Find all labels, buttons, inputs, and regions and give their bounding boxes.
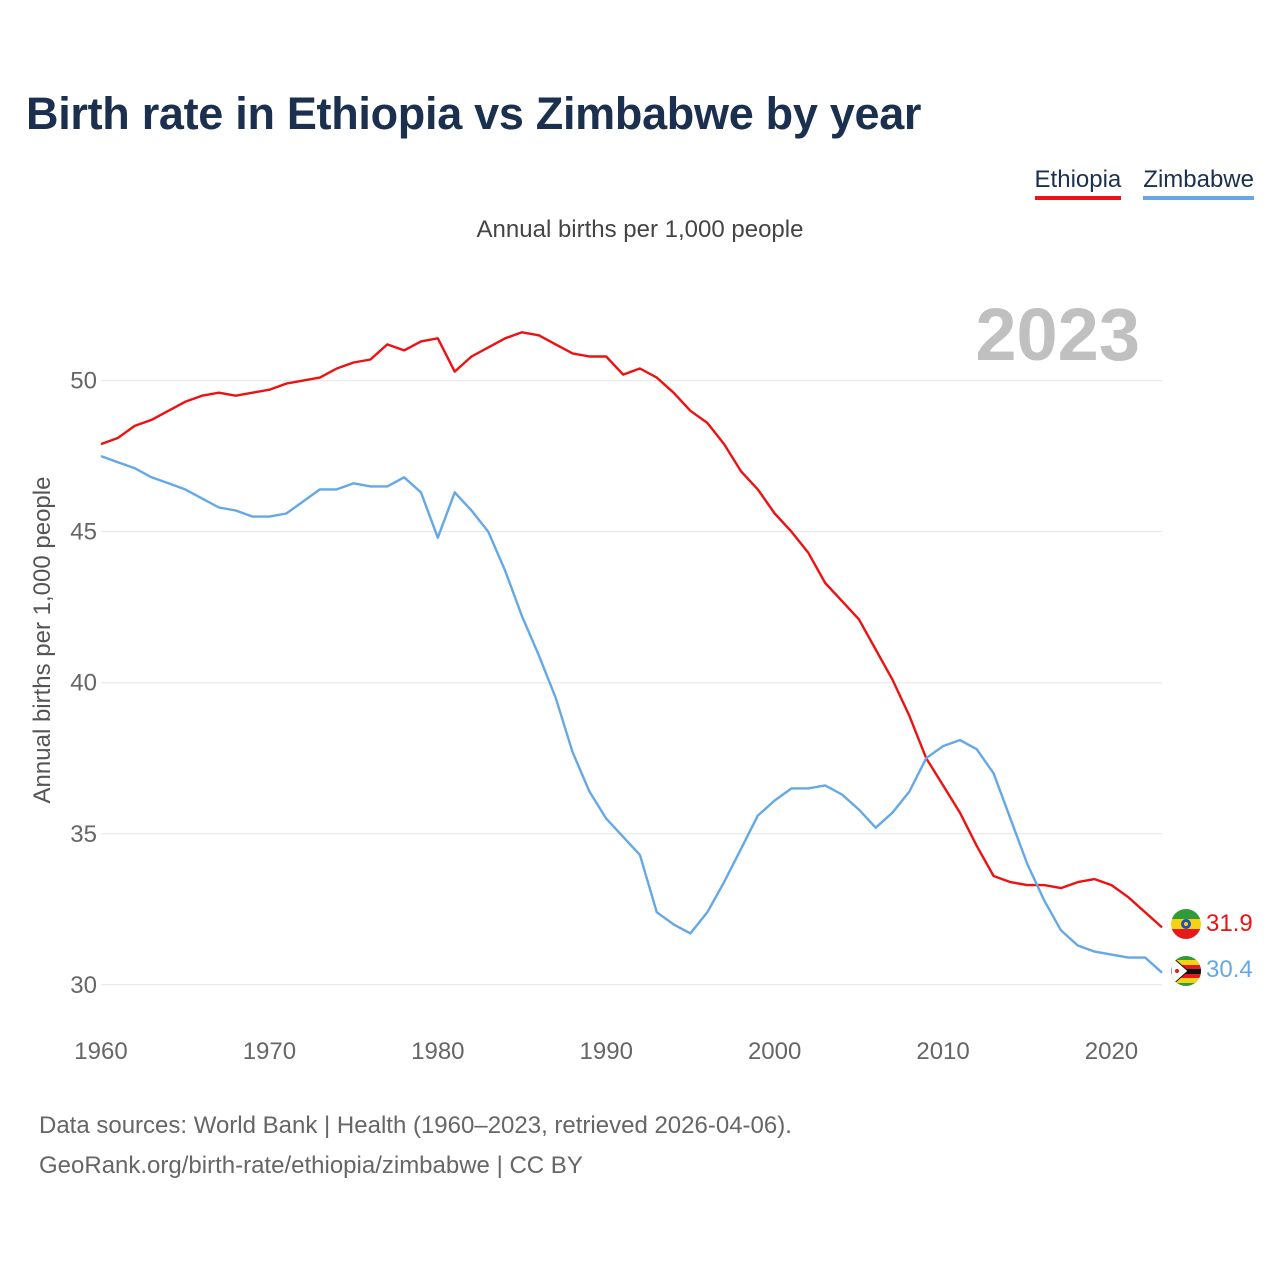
ethiopia-end-value: 31.9 [1206, 910, 1253, 937]
ethiopia-flag-icon [1171, 909, 1201, 939]
y-tick-label-40: 40 [70, 670, 97, 697]
y-tick-label-35: 35 [70, 821, 97, 848]
x-tick-label-1990: 1990 [580, 1038, 633, 1065]
legend-item-ethiopia[interactable]: Ethiopia [1034, 166, 1122, 200]
x-tick-label-1980: 1980 [411, 1038, 464, 1065]
x-tick-label-2010: 2010 [916, 1038, 969, 1065]
footer: Data sources: World Bank | Health (1960–… [39, 1106, 792, 1186]
y-tick-label-45: 45 [70, 519, 97, 546]
chart-subtitle: Annual births per 1,000 people [476, 216, 804, 243]
x-tick-label-2020: 2020 [1085, 1038, 1138, 1065]
zimbabwe-end-value: 30.4 [1206, 956, 1253, 983]
y-axis-label: Annual births per 1,000 people [29, 477, 56, 804]
zimbabwe-flag-icon [1171, 956, 1201, 986]
x-axis-ticks: 1960 1970 1980 1990 2000 2010 2020 [74, 1038, 1138, 1065]
x-tick-label-1960: 1960 [74, 1038, 127, 1065]
source-link[interactable]: GeoRank.org/birth-rate/ethiopia/zimbabwe… [39, 1152, 583, 1179]
chart-title: Birth rate in Ethiopia vs Zimbabwe by ye… [26, 88, 922, 139]
y-axis-ticks: 30 35 40 45 50 [70, 368, 97, 999]
legend-item-zimbabwe[interactable]: Zimbabwe [1143, 166, 1254, 200]
grid-lines [101, 380, 1162, 986]
y-tick-label-50: 50 [70, 368, 97, 395]
legend: Ethiopia Zimbabwe [1034, 166, 1254, 200]
data-source-note: Data sources: World Bank | Health (1960–… [39, 1112, 792, 1139]
series-line-ethiopia [100, 331, 1163, 929]
series-lines [100, 331, 1163, 974]
x-tick-label-2000: 2000 [748, 1038, 801, 1065]
x-tick-label-1970: 1970 [243, 1038, 296, 1065]
year-watermark: 2023 [975, 293, 1140, 376]
y-tick-label-30: 30 [70, 972, 97, 999]
series-line-zimbabwe [100, 454, 1163, 974]
